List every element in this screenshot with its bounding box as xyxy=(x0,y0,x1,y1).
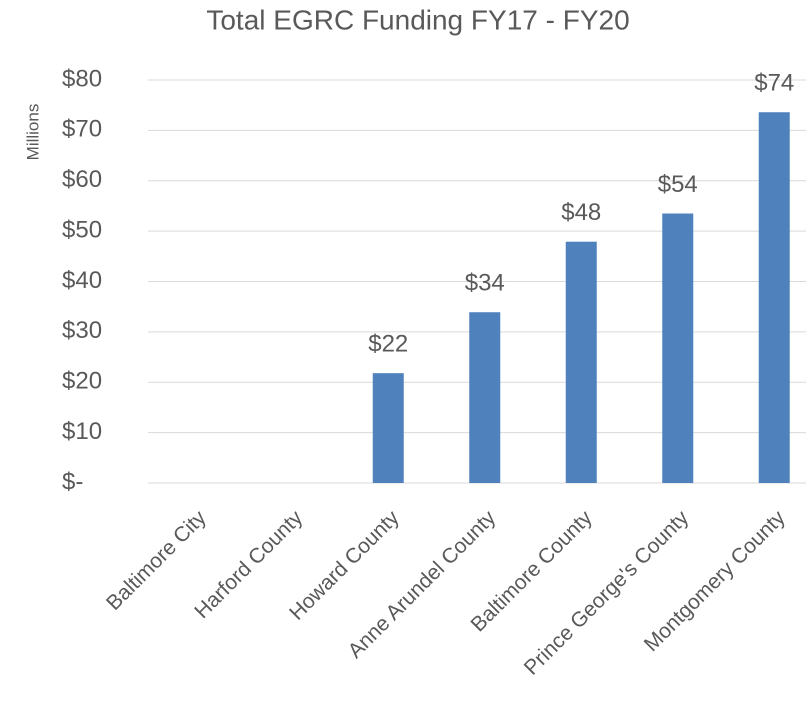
data-label: $48 xyxy=(561,199,601,226)
y-tick-label: $- xyxy=(62,468,83,495)
bar xyxy=(565,241,597,483)
y-axis-label: Millions xyxy=(23,104,42,161)
data-label: $54 xyxy=(658,171,698,198)
bar xyxy=(469,312,501,483)
y-tick-label: $30 xyxy=(62,317,102,344)
chart-title: Total EGRC Funding FY17 - FY20 xyxy=(206,4,629,35)
data-label: $34 xyxy=(465,270,505,297)
x-tick-label: Baltimore City xyxy=(102,506,211,615)
y-tick-label: $80 xyxy=(62,65,102,92)
y-tick-label: $70 xyxy=(62,116,102,143)
y-tick-label: $60 xyxy=(62,166,102,193)
bar xyxy=(372,373,404,483)
y-tick-label: $20 xyxy=(62,368,102,395)
y-tick-label: $10 xyxy=(62,418,102,445)
bar xyxy=(662,213,694,483)
y-tick-label: $40 xyxy=(62,267,102,294)
data-label: $74 xyxy=(754,70,794,97)
x-tick-label: Prince George's County xyxy=(520,506,694,680)
bar xyxy=(758,112,790,484)
data-label: $22 xyxy=(368,331,408,358)
y-tick-label: $50 xyxy=(62,216,102,243)
